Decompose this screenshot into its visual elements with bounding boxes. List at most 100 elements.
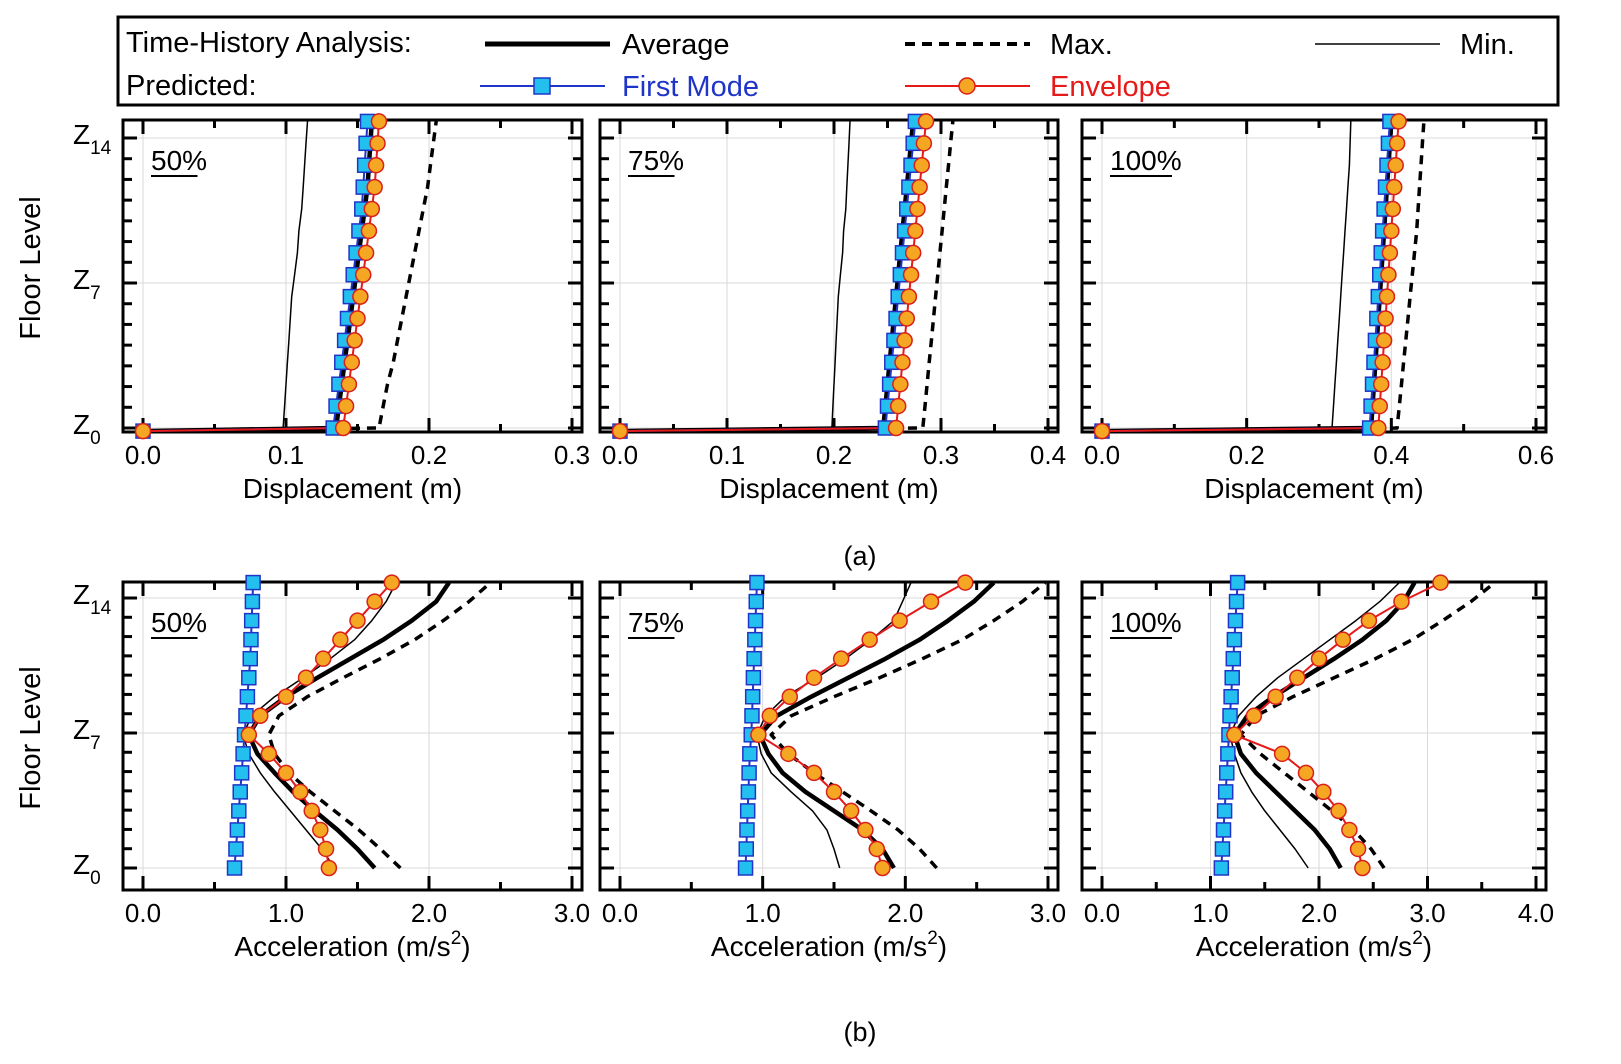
chart-panel-6: 0.0 1.0 2.0 3.0 4.0 100% Acceleration (m/s2) — [1080, 574, 1554, 962]
envelope-marker — [1315, 783, 1332, 801]
legend-envelope-label: Envelope — [1050, 71, 1171, 103]
envelope-marker — [1375, 332, 1393, 349]
envelope-marker — [1378, 288, 1396, 305]
series-line-envelope — [142, 121, 380, 433]
envelope-marker — [292, 783, 309, 801]
envelope-marker — [898, 310, 916, 327]
envelope-marker — [825, 783, 843, 801]
first-mode-marker — [737, 860, 754, 876]
series-line-max — [1101, 121, 1426, 433]
envelope-marker — [1372, 375, 1390, 393]
envelope-marker — [902, 266, 920, 283]
first-mode-marker — [738, 841, 755, 857]
envelope-marker — [366, 593, 383, 610]
envelope-marker — [857, 821, 874, 839]
envelope-marker — [892, 375, 909, 393]
series-line-envelope — [1233, 581, 1441, 869]
first-mode-marker — [1214, 841, 1231, 857]
first-mode-marker — [1225, 650, 1242, 667]
envelope-marker — [1310, 650, 1328, 667]
envelope-marker — [611, 422, 629, 440]
x-tick-label: 3.0 — [1030, 898, 1066, 928]
x-tick-label: 0.2 — [1229, 440, 1265, 470]
x-tick-label: 4.0 — [1518, 898, 1554, 928]
first-mode-marker — [744, 688, 761, 705]
envelope-marker — [1360, 612, 1378, 629]
first-mode-marker — [229, 822, 246, 838]
first-mode-marker — [1216, 803, 1233, 819]
first-mode-marker — [1229, 574, 1246, 591]
legend-row1-label: Time-History Analysis: — [126, 27, 412, 59]
first-mode-marker — [746, 650, 762, 667]
series-line-max — [1239, 581, 1496, 869]
envelope-marker — [900, 288, 918, 305]
series-line-max — [267, 581, 492, 870]
envelope-marker — [957, 574, 974, 591]
envelope-marker — [896, 332, 913, 349]
first-mode-marker — [231, 803, 247, 819]
first-mode-marker — [241, 669, 257, 686]
envelope-marker — [1354, 859, 1371, 877]
envelope-marker — [1093, 422, 1111, 440]
envelope-marker — [842, 802, 860, 820]
envelope-marker — [894, 354, 911, 371]
series-line-envelope — [619, 121, 927, 433]
y-tick-label: Z14 — [73, 579, 112, 619]
envelope-marker — [1334, 631, 1352, 648]
series-line-average — [757, 580, 996, 870]
envelope-marker — [349, 310, 366, 327]
plot-frame — [1080, 118, 1548, 434]
envelope-marker — [343, 354, 361, 371]
first-mode-marker — [1224, 669, 1240, 686]
envelope-marker — [337, 397, 355, 415]
envelope-marker — [1432, 574, 1449, 591]
envelope-marker — [1297, 764, 1315, 782]
envelope-marker — [922, 593, 940, 610]
envelope-marker — [363, 200, 381, 218]
first-mode-marker — [739, 822, 755, 838]
x-tick-label: 1.0 — [745, 898, 781, 928]
envelope-marker — [134, 422, 152, 440]
first-mode-marker — [239, 688, 256, 705]
envelope-marker — [314, 650, 332, 667]
series-line-min — [242, 582, 397, 869]
legend-row2-label: Predicted: — [126, 70, 257, 102]
x-tick-label: 2.0 — [1301, 898, 1337, 928]
chart-panel-5: 0.0 1.0 2.0 3.0 75% Acceleration (m/s2) — [598, 574, 1066, 962]
envelope-marker — [889, 397, 907, 415]
chart-panel-3: 0.0 0.2 0.4 0.6 100% Displacement (m) — [1080, 113, 1554, 504]
envelope-marker — [360, 222, 378, 240]
caption-b: (b) — [844, 1017, 877, 1047]
first-mode-marker — [747, 631, 763, 648]
first-mode-marker — [1217, 784, 1234, 800]
series-line-average — [142, 121, 375, 434]
first-mode-marker — [745, 669, 762, 686]
envelope-marker — [260, 745, 278, 763]
first-mode-marker — [245, 574, 261, 591]
first-mode-marker — [233, 765, 250, 781]
envelope-marker — [357, 244, 375, 262]
envelope-marker — [349, 612, 366, 629]
envelope-marker — [805, 764, 823, 782]
x-axis-label: Displacement (m) — [243, 473, 462, 504]
envelope-marker — [367, 156, 385, 174]
envelope-marker — [1330, 802, 1347, 820]
series-line-average — [1232, 581, 1417, 870]
envelope-marker — [366, 178, 383, 196]
envelope-marker — [277, 764, 295, 782]
envelope-marker — [1267, 688, 1284, 705]
first-mode-marker — [244, 593, 261, 610]
envelope-marker — [354, 266, 372, 283]
envelope-marker — [1381, 244, 1399, 262]
envelope-marker — [1380, 266, 1397, 283]
chart-panel-1: 0.0 0.1 0.2 0.3 Z14 Z7 Z0 50% Displacement (m) — [73, 113, 590, 504]
envelope-marker — [240, 726, 258, 744]
x-tick-label: 0.0 — [125, 898, 161, 928]
envelope-marker — [1245, 707, 1263, 725]
series-line-min — [1229, 582, 1400, 869]
x-axis-label: Displacement (m) — [719, 473, 938, 504]
envelope-marker — [332, 631, 349, 648]
envelope-marker — [277, 688, 295, 705]
envelope-marker — [805, 669, 823, 686]
